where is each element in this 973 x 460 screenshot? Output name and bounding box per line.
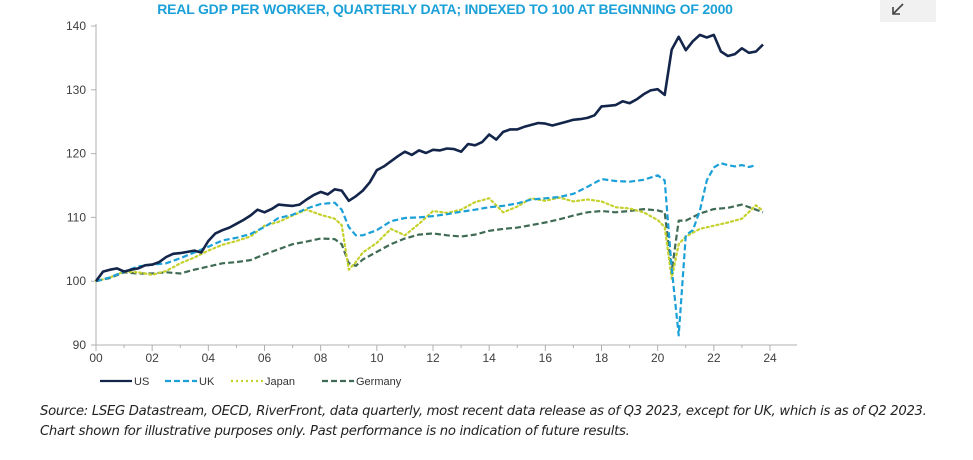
export-button[interactable] (880, 0, 936, 22)
x-tick-label: 10 (370, 351, 384, 365)
y-tick-label: 100 (66, 274, 86, 288)
y-tick-label: 140 (66, 19, 86, 33)
line-chart: 90 100 110 120 130 140 00 02 04 06 08 10 12 14 16 18 20… (66, 19, 797, 388)
chart-title: REAL GDP PER WORKER, QUARTERLY DATA; IND… (157, 1, 733, 17)
x-tick-label: 22 (707, 351, 721, 365)
x-tick-label: 20 (651, 351, 665, 365)
series-line-germany (95, 203, 764, 283)
x-tick-label: 24 (763, 351, 777, 365)
y-axis-ticks: 90 100 110 120 130 140 (66, 19, 96, 352)
arrow-down-left-icon (892, 3, 904, 15)
x-tick-label: 16 (539, 351, 553, 365)
legend: US UK Japan Germany (100, 376, 402, 388)
legend-label-germany: Germany (356, 376, 402, 388)
legend-label-uk: UK (199, 376, 215, 388)
x-tick-label: 06 (258, 351, 272, 365)
y-tick-label: 90 (73, 338, 87, 352)
x-tick-label: 12 (426, 351, 440, 365)
x-tick-label: 14 (482, 351, 496, 365)
y-tick-label: 120 (66, 147, 86, 161)
legend-label-japan: Japan (265, 376, 295, 388)
x-tick-label: 18 (595, 351, 609, 365)
x-axis-ticks: 00 02 04 06 08 10 12 14 16 18 20 22 24 (89, 345, 777, 365)
x-tick-label: 04 (202, 351, 216, 365)
y-tick-label: 110 (67, 210, 86, 224)
legend-label-us: US (134, 376, 149, 388)
x-tick-label: 02 (145, 351, 159, 365)
series-line-japan (94, 196, 765, 283)
x-tick-label: 08 (314, 351, 328, 365)
series-line-uk (95, 162, 757, 337)
x-tick-label: 00 (89, 351, 103, 365)
axes (95, 24, 797, 346)
y-tick-label: 130 (66, 83, 86, 97)
source-note: Source: LSEG Datastream, OECD, RiverFron… (40, 404, 927, 439)
series-lines (94, 33, 765, 337)
series-line-us (94, 33, 764, 282)
